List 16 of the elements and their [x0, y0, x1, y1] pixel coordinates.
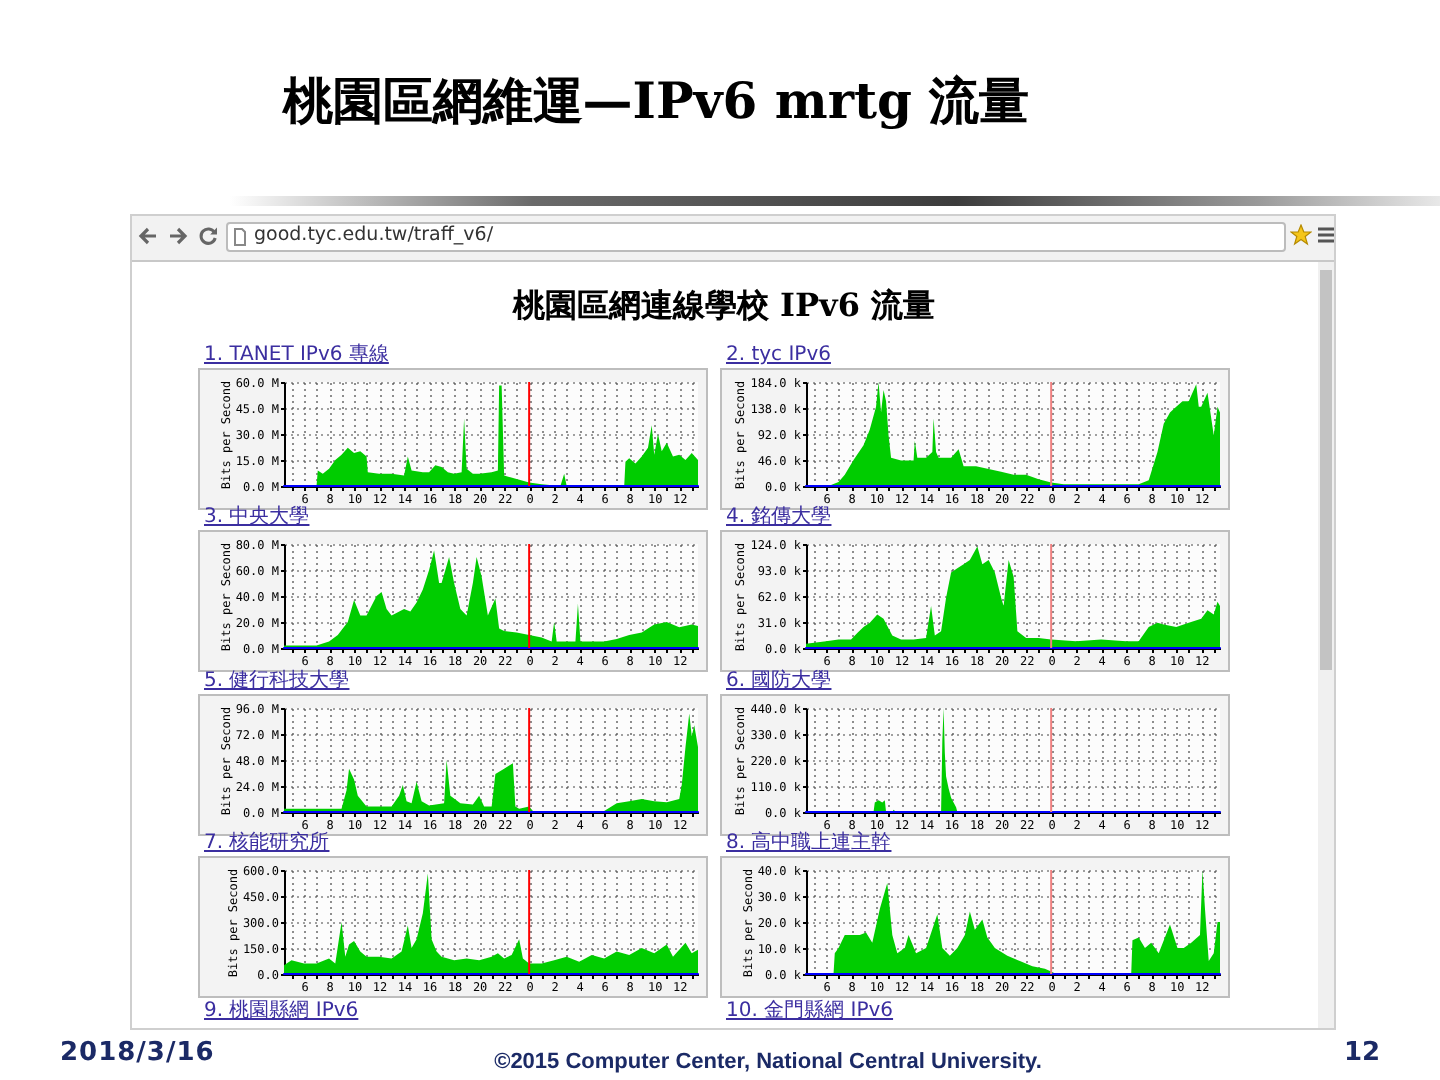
chart-title: 8. 高中職上連主幹: [726, 832, 892, 856]
chart-title: 1. TANET IPv6 專線: [204, 344, 389, 368]
text: 9. 桃園縣網 IPv6: [204, 1000, 359, 1024]
text: 2018/3/16: [60, 1038, 215, 1070]
chart-title: 7. 核能研究所: [204, 832, 330, 856]
chart-title: 4. 銘傳大學: [726, 506, 832, 530]
text: good.tyc.edu.tw/traff_v6/: [254, 224, 494, 248]
text: 桃園區網連線學校 IPv6 流量: [512, 286, 936, 324]
text: 10. 金門縣網 IPv6: [726, 1000, 894, 1024]
chart-title: 6. 國防大學: [726, 670, 832, 694]
text: 桃園區網維運—IPv6 mrtg 流量: [282, 72, 1030, 132]
text: ©2015 Computer Center, National Central University.: [494, 1050, 1042, 1076]
text: 12: [1344, 1038, 1381, 1070]
chart-title: 2. tyc IPv6: [726, 344, 831, 368]
chart-title: 5. 健行科技大學: [204, 670, 350, 694]
chart-title: 3. 中央大學: [204, 506, 310, 530]
